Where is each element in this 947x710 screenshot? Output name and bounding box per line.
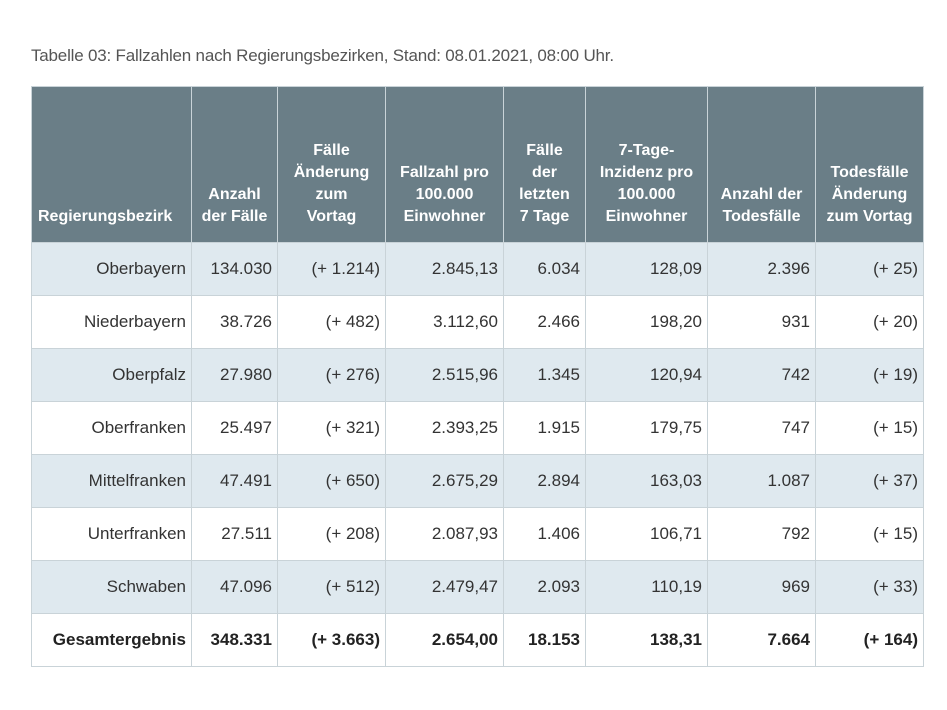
cell-cases: 27.511: [191, 507, 278, 561]
cell-cases-7-days: 1.915: [503, 401, 586, 455]
table-row: Oberfranken 25.497 (+ 321) 2.393,25 1.91…: [31, 401, 924, 455]
header-row: Regierungsbezirk Anzahl der Fälle Fälle …: [31, 86, 924, 243]
table-row: Oberbayern 134.030 (+ 1.214) 2.845,13 6.…: [31, 242, 924, 296]
cell-deaths: 969: [707, 560, 816, 614]
cell-cases-7-days: 2.466: [503, 295, 586, 349]
cell-deaths: 1.087: [707, 454, 816, 508]
cell-region: Oberbayern: [31, 242, 192, 296]
cell-cases-7-days: 1.345: [503, 348, 586, 402]
table-row: Oberpfalz 27.980 (+ 276) 2.515,96 1.345 …: [31, 348, 924, 402]
cell-cases-7-days: 6.034: [503, 242, 586, 296]
cell-cases-per-100k: 2.675,29: [385, 454, 504, 508]
cell-cases-7-days: 18.153: [503, 613, 586, 667]
cell-deaths: 931: [707, 295, 816, 349]
cell-region: Schwaben: [31, 560, 192, 614]
cell-cases: 27.980: [191, 348, 278, 402]
cell-cases: 38.726: [191, 295, 278, 349]
cell-deaths-change: (+ 15): [815, 507, 924, 561]
cell-region: Gesamtergebnis: [31, 613, 192, 667]
table-row: Niederbayern 38.726 (+ 482) 3.112,60 2.4…: [31, 295, 924, 349]
cell-incidence: 120,94: [585, 348, 708, 402]
cell-deaths-change: (+ 20): [815, 295, 924, 349]
cell-deaths-change: (+ 19): [815, 348, 924, 402]
header-fallzahl-pro-100000: Fallzahl pro 100.000 Einwohner: [385, 86, 504, 243]
cell-deaths-change: (+ 15): [815, 401, 924, 455]
cell-cases: 47.096: [191, 560, 278, 614]
cell-cases-per-100k: 2.479,47: [385, 560, 504, 614]
cell-deaths-change: (+ 164): [815, 613, 924, 667]
header-anzahl-faelle: Anzahl der Fälle: [191, 86, 278, 243]
header-faelle-aenderung: Fälle Änderung zum Vortag: [277, 86, 386, 243]
cell-cases-per-100k: 2.654,00: [385, 613, 504, 667]
cell-cases-7-days: 1.406: [503, 507, 586, 561]
table-row: Mittelfranken 47.491 (+ 650) 2.675,29 2.…: [31, 454, 924, 508]
cell-deaths-change: (+ 33): [815, 560, 924, 614]
cell-deaths: 742: [707, 348, 816, 402]
header-faelle-7-tage: Fälle der letzten 7 Tage: [503, 86, 586, 243]
cell-cases-per-100k: 2.393,25: [385, 401, 504, 455]
cell-cases-per-100k: 3.112,60: [385, 295, 504, 349]
cell-cases-per-100k: 2.515,96: [385, 348, 504, 402]
cell-cases-7-days: 2.894: [503, 454, 586, 508]
cell-incidence: 128,09: [585, 242, 708, 296]
cell-incidence: 163,03: [585, 454, 708, 508]
header-7-tage-inzidenz: 7-Tage- Inzidenz pro 100.000 Einwohner: [585, 86, 708, 243]
header-regierungsbezirk: Regierungsbezirk: [31, 86, 192, 243]
header-todesfaelle-aenderung: Todesfälle Änderung zum Vortag: [815, 86, 924, 243]
cell-deaths-change: (+ 25): [815, 242, 924, 296]
cell-cases-7-days: 2.093: [503, 560, 586, 614]
cell-cases: 25.497: [191, 401, 278, 455]
header-anzahl-todesfaelle: Anzahl der Todesfälle: [707, 86, 816, 243]
cell-cases-change: (+ 512): [277, 560, 386, 614]
cell-cases-change: (+ 3.663): [277, 613, 386, 667]
cell-region: Mittelfranken: [31, 454, 192, 508]
cell-deaths: 792: [707, 507, 816, 561]
cell-deaths: 7.664: [707, 613, 816, 667]
cell-deaths: 747: [707, 401, 816, 455]
cell-cases-per-100k: 2.087,93: [385, 507, 504, 561]
cell-cases: 134.030: [191, 242, 278, 296]
cell-cases-change: (+ 321): [277, 401, 386, 455]
cell-incidence: 138,31: [585, 613, 708, 667]
cell-cases-change: (+ 276): [277, 348, 386, 402]
table-row: Unterfranken 27.511 (+ 208) 2.087,93 1.4…: [31, 507, 924, 561]
cell-deaths-change: (+ 37): [815, 454, 924, 508]
cell-cases: 348.331: [191, 613, 278, 667]
cell-region: Unterfranken: [31, 507, 192, 561]
cell-cases-per-100k: 2.845,13: [385, 242, 504, 296]
cell-incidence: 106,71: [585, 507, 708, 561]
total-row: Gesamtergebnis 348.331 (+ 3.663) 2.654,0…: [31, 613, 924, 667]
cell-incidence: 110,19: [585, 560, 708, 614]
cell-incidence: 179,75: [585, 401, 708, 455]
cell-region: Oberpfalz: [31, 348, 192, 402]
cell-cases-change: (+ 208): [277, 507, 386, 561]
cell-cases: 47.491: [191, 454, 278, 508]
table-caption: Tabelle 03: Fallzahlen nach Regierungsbe…: [31, 46, 614, 65]
cell-deaths: 2.396: [707, 242, 816, 296]
cell-region: Niederbayern: [31, 295, 192, 349]
cell-cases-change: (+ 650): [277, 454, 386, 508]
cell-cases-change: (+ 482): [277, 295, 386, 349]
cases-table: Regierungsbezirk Anzahl der Fälle Fälle …: [31, 86, 924, 667]
cell-incidence: 198,20: [585, 295, 708, 349]
cell-cases-change: (+ 1.214): [277, 242, 386, 296]
cell-region: Oberfranken: [31, 401, 192, 455]
table-row: Schwaben 47.096 (+ 512) 2.479,47 2.093 1…: [31, 560, 924, 614]
